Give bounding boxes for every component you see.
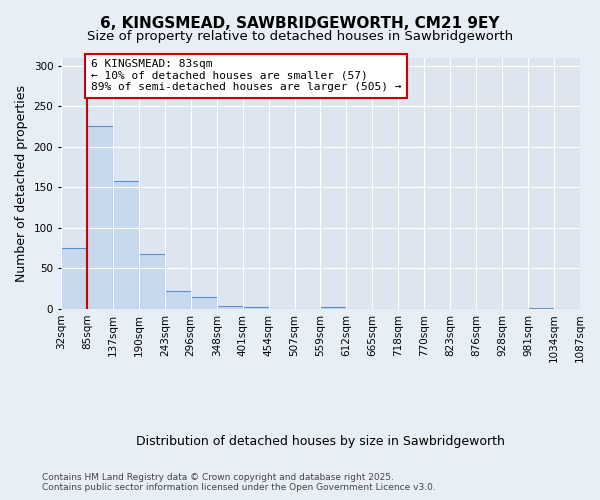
Bar <box>113 180 139 309</box>
Bar <box>528 308 554 309</box>
Y-axis label: Number of detached properties: Number of detached properties <box>15 84 28 281</box>
Bar <box>61 248 87 309</box>
Bar <box>165 291 191 309</box>
X-axis label: Distribution of detached houses by size in Sawbridgeworth: Distribution of detached houses by size … <box>136 434 505 448</box>
Text: 6, KINGSMEAD, SAWBRIDGEWORTH, CM21 9EY: 6, KINGSMEAD, SAWBRIDGEWORTH, CM21 9EY <box>100 16 500 31</box>
Bar <box>242 307 269 309</box>
Bar <box>191 296 217 309</box>
Bar <box>320 307 346 309</box>
Bar <box>87 126 113 309</box>
Text: Size of property relative to detached houses in Sawbridgeworth: Size of property relative to detached ho… <box>87 30 513 43</box>
Bar <box>217 306 242 309</box>
Text: Contains HM Land Registry data © Crown copyright and database right 2025.
Contai: Contains HM Land Registry data © Crown c… <box>42 473 436 492</box>
Bar <box>139 254 165 309</box>
Text: 6 KINGSMEAD: 83sqm
← 10% of detached houses are smaller (57)
89% of semi-detache: 6 KINGSMEAD: 83sqm ← 10% of detached hou… <box>91 59 401 92</box>
